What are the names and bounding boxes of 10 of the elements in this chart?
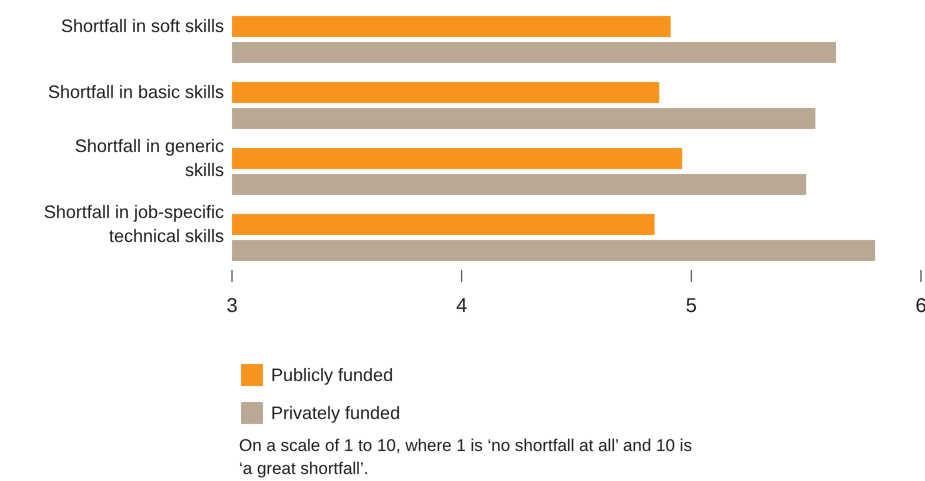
text: On a scale of 1 to 10, where 1 is ‘no shortfall at all’ and 10 is ‘a great shortfall’. [239, 435, 693, 480]
legend-label: Privately funded [271, 402, 400, 424]
legend-label: Publicly funded [271, 364, 394, 386]
y-tick-label: Shortfall in job-specific technical skills [44, 202, 224, 246]
x-tick-label: 5 [686, 295, 697, 318]
y-tick-label: Shortfall in generic skills [74, 136, 224, 180]
x-tick-label: 4 [456, 295, 468, 318]
y-tick-label: Shortfall in basic skills [48, 82, 224, 102]
x-tick-label: 3 [226, 295, 238, 318]
y-tick-label: Shortfall in soft skills [60, 16, 224, 36]
